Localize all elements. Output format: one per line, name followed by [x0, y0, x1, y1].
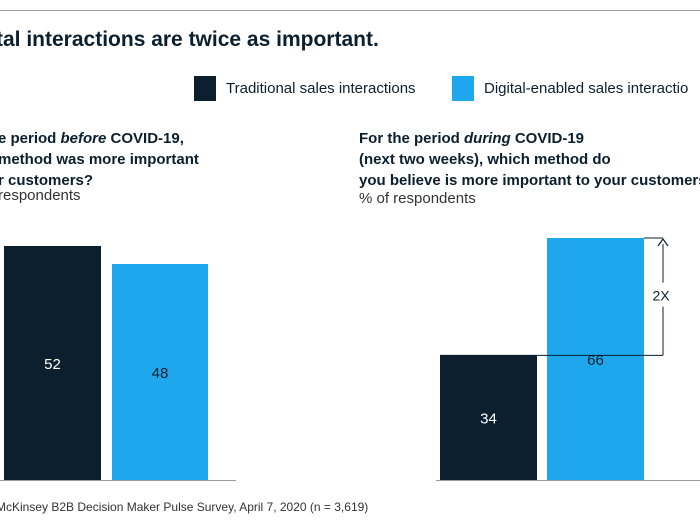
bar-value-label: 34 [480, 411, 497, 428]
legend-label-traditional: Traditional sales interactions [226, 79, 416, 97]
page-title: tal interactions are twice as important. [0, 28, 379, 51]
left-panel-subtitle: respondents [0, 187, 81, 204]
bar-digital-during [547, 238, 644, 480]
left-title-em: before [60, 130, 107, 147]
left-panel-title: e period before COVID-19, method was mor… [0, 128, 199, 191]
bar-traditional-during [440, 355, 537, 480]
bar-value-label: 48 [152, 365, 169, 382]
left-title-pre: e period [0, 130, 61, 147]
right-panel-title: For the period during COVID-19 (next two… [359, 128, 700, 191]
right-title-em: during [464, 130, 511, 147]
right-title-line-2: (next two weeks), which method do [359, 151, 611, 168]
left-title-post: COVID-19, [106, 130, 184, 147]
bar-traditional-before [4, 246, 101, 480]
legend-label-digital: Digital-enabled sales interactio [484, 79, 689, 97]
bar-digital-before [112, 264, 208, 480]
right-title-post: COVID-19 [510, 130, 585, 147]
left-title-line-3: r customers? [0, 172, 94, 189]
legend-item-traditional: Traditional sales interactions [194, 75, 416, 101]
right-title-line-1: For the period during COVID-19 [359, 128, 700, 149]
left-title-line-1: e period before COVID-19, [0, 128, 199, 149]
left-title-line-2: method was more important [0, 151, 199, 168]
legend-item-digital: Digital-enabled sales interactio [452, 75, 688, 101]
legend-swatch-traditional [194, 75, 216, 101]
bar-value-label: 52 [44, 356, 61, 373]
bar-value-label: 66 [587, 352, 604, 369]
top-rule [0, 10, 700, 11]
right-title-line-3: you believe is more important to your cu… [359, 172, 700, 189]
arrow-up-icon [657, 237, 669, 247]
legend-swatch-digital [452, 75, 474, 101]
right-title-pre: For the period [359, 130, 464, 147]
annotation-2x: 2X [652, 288, 670, 304]
right-panel-subtitle: % of respondents [359, 190, 476, 207]
source-footnote: McKinsey B2B Decision Maker Pulse Survey… [0, 500, 369, 514]
annotation-background [645, 282, 681, 307]
